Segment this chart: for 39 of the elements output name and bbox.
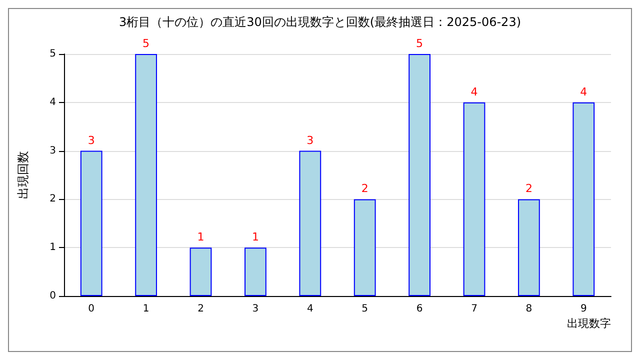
bar [518, 199, 540, 296]
x-tick-label: 0 [88, 304, 95, 314]
bar [190, 248, 212, 296]
y-tick-label: 2 [50, 194, 56, 205]
y-tick-label: 1 [50, 242, 56, 254]
bar [80, 150, 102, 296]
x-tick-label: 7 [471, 304, 478, 314]
y-tick-label: 5 [50, 48, 56, 60]
x-tick-label: 4 [306, 304, 314, 314]
data-label: 2 [525, 182, 532, 196]
data-label: 5 [142, 37, 150, 50]
data-label: 1 [197, 230, 204, 244]
y-tick-label: 3 [50, 145, 56, 156]
x-tick-label: 3 [252, 304, 259, 314]
data-label: 3 [306, 134, 314, 147]
data-label: 1 [252, 230, 259, 244]
bar [354, 199, 376, 296]
bar [572, 102, 595, 296]
x-tick-label: 1 [142, 304, 150, 314]
x-tick-label: 5 [362, 304, 368, 314]
data-label: 4 [470, 85, 478, 98]
x-axis-title: 出現数字 [567, 317, 611, 330]
x-tick-label: 6 [416, 304, 423, 314]
data-label: 3 [88, 134, 95, 147]
chart-title: 3桁目（十の位）の直近30回の出現数字と回数(最終抽選日：2025-06-23) [118, 15, 522, 29]
bar [135, 54, 157, 296]
y-tick-label: 4 [50, 96, 56, 108]
data-label: 2 [361, 182, 368, 196]
data-label: 4 [580, 85, 588, 98]
bar [408, 54, 430, 296]
bar [244, 248, 266, 296]
y-tick-label: 0 [50, 290, 56, 302]
data-label: 5 [416, 37, 424, 50]
y-axis-title: 出現回数 [16, 151, 30, 199]
x-tick-label: 8 [526, 304, 532, 314]
bar [463, 102, 486, 296]
x-tick-label: 9 [580, 304, 587, 314]
x-tick-label: 2 [198, 304, 204, 314]
bar [299, 150, 322, 296]
